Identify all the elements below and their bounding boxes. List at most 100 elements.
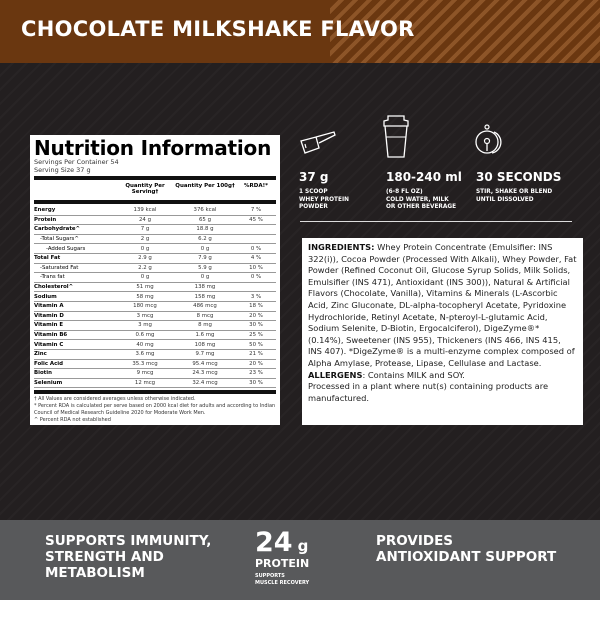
- benefit-line: METABOLISM: [45, 565, 145, 581]
- nutrient-name: Vitamin C: [34, 341, 64, 348]
- per-100g-value: 18.8 g: [196, 226, 214, 233]
- rda-value: 0 %: [250, 274, 262, 281]
- nutrition-row: Energy 139 kcal 376 kcal 7 %: [34, 206, 276, 216]
- nutrition-row: Folic Acid 35.3 mcg 95.4 mcg 20 %: [34, 360, 276, 370]
- liquid-line: OR OTHER BEVERAGE: [386, 204, 457, 210]
- rda-value: 25 %: [249, 332, 263, 339]
- per-100g-value: 8 mg: [198, 322, 212, 329]
- per-100g-value: 0 g: [200, 245, 210, 252]
- protein-label: PROTEIN: [255, 557, 310, 570]
- nutrient-name: Energy: [34, 207, 56, 214]
- per-serving-value: 35.3 mcg: [132, 360, 158, 367]
- nutrient-name: -Added Sugars: [46, 245, 86, 252]
- nutrition-panel: Nutrition Information Servings Per Conta…: [30, 135, 280, 425]
- facility-note: Processed in a plant where nut(s) contai…: [308, 381, 549, 403]
- nutrient-name: Sodium: [34, 293, 57, 300]
- rda-value: 3 %: [250, 293, 262, 300]
- divider-bar: [34, 176, 276, 180]
- per-100g-value: 376 kcal: [193, 207, 217, 214]
- liquid-amount: 180-240 ml: [386, 170, 462, 184]
- footnotes: † All Values are considered averages unl…: [34, 396, 276, 424]
- benefit-line: STRENGTH AND: [45, 549, 164, 565]
- per-serving-value: 51 mg: [136, 284, 154, 291]
- per-serving-value: 12 mcg: [134, 379, 156, 386]
- per-serving-value: 3.6 mg: [135, 351, 155, 358]
- protein-sub: MUSCLE RECOVERY: [255, 579, 310, 586]
- divider-bar: [34, 200, 276, 204]
- direction-scoop: 37 g 1 SCOOP WHEY PROTEIN POWDER: [299, 170, 349, 212]
- serving-size: Serving Size 37 g: [34, 166, 91, 174]
- footnote: * Percent RDA is calculated per serve ba…: [34, 403, 276, 417]
- footnote: ^ Percent RDA not established: [34, 417, 111, 424]
- directions-divider: [300, 221, 572, 222]
- col-per-100g: Quantity Per 100g†: [175, 183, 235, 189]
- per-serving-value: 2.2 g: [138, 264, 152, 271]
- rda-value: 10 %: [249, 264, 263, 271]
- per-serving-value: 58 mg: [136, 293, 154, 300]
- nutrition-rows: Energy 139 kcal 376 kcal 7 % Protein 24 g 65 g…: [34, 206, 276, 389]
- scoop-line: WHEY PROTEIN: [299, 196, 349, 203]
- nutrition-row: Vitamin B6 0.6 mg 1.6 mg 25 %: [34, 331, 276, 341]
- nutrient-name: Vitamin E: [34, 322, 64, 329]
- nutrition-row: -Added Sugars 0 g 0 g 0 %: [34, 244, 276, 254]
- nutrient-name: Vitamin A: [34, 303, 64, 310]
- protein-value: 24: [255, 527, 293, 558]
- per-serving-value: 3 mg: [138, 322, 152, 329]
- rda-value: 18 %: [249, 303, 263, 310]
- liquid-line: (6-8 FL OZ): [386, 189, 423, 195]
- allergens-text: : Contains MILK and SOY.: [362, 369, 465, 380]
- per-100g-value: 108 mg: [194, 341, 216, 348]
- nutrient-name: Cholesterol^: [34, 284, 74, 291]
- per-serving-value: 24 g: [139, 216, 151, 223]
- per-serving-value: 3 mcg: [136, 312, 154, 319]
- liquid-line: COLD WATER, MILK: [386, 196, 449, 203]
- per-100g-value: 6.2 g: [198, 236, 212, 243]
- flavor-title: CHOCOLATE MILKSHAKE FLAVOR: [21, 17, 415, 41]
- allergens-label: ALLERGENS: [308, 369, 363, 380]
- nutrient-name: -Total Sugars^: [40, 236, 79, 243]
- nutrient-name: Biotin: [34, 370, 52, 377]
- per-serving-value: 2.9 g: [138, 255, 152, 262]
- per-100g-value: 8 mcg: [196, 312, 214, 319]
- rda-value: 4 %: [250, 255, 262, 262]
- rda-value: 20 %: [249, 312, 263, 319]
- nutrition-row: Zinc 3.6 mg 9.7 mg 21 %: [34, 350, 276, 360]
- protein-sub: SUPPORTS: [255, 573, 285, 579]
- per-serving-value: 0 g: [140, 245, 150, 252]
- scoop-icon: [300, 131, 336, 154]
- mix-line: UNTIL DISSOLVED: [476, 196, 534, 203]
- nutrient-name: Vitamin D: [34, 312, 64, 319]
- benefit-immunity: SUPPORTS IMMUNITY, STRENGTH AND METABOLI…: [45, 533, 211, 581]
- direction-liquid: 180-240 ml (6-8 FL OZ) COLD WATER, MILK OR…: [386, 170, 462, 212]
- shaker-icon: [383, 115, 409, 158]
- nutrient-name: -Saturated Fat: [40, 264, 79, 271]
- ingredients-label: INGREDIENTS:: [308, 242, 375, 252]
- col-per-serving: Quantity Per Serving†: [125, 183, 165, 195]
- nutrient-name: Protein: [34, 216, 57, 223]
- nutrition-title: Nutrition Information: [34, 136, 272, 160]
- mix-line: STIR, SHAKE OR BLEND: [476, 189, 553, 195]
- nutrient-name: Carbohydrate^: [34, 226, 81, 233]
- nutrition-row: -Trans fat 0 g 0 g 0 %: [34, 273, 276, 283]
- nutrient-name: Vitamin B6: [34, 332, 68, 339]
- nutrition-row: Vitamin C 40 mg 108 mg 50 %: [34, 340, 276, 350]
- per-100g-value: 32.4 mcg: [192, 379, 218, 386]
- per-100g-value: 5.9 g: [198, 264, 212, 271]
- nutrition-row: Selenium 12 mcg 32.4 mcg 30 %: [34, 379, 276, 389]
- nutrition-row: Carbohydrate^ 7 g 18.8 g: [34, 225, 276, 235]
- nutrient-name: Zinc: [34, 351, 47, 358]
- per-serving-value: 9 mcg: [136, 370, 154, 377]
- per-100g-value: 1.6 mg: [195, 332, 215, 339]
- per-100g-value: 65 g: [199, 216, 211, 223]
- benefit-line: ANTIOXIDANT SUPPORT: [376, 549, 557, 565]
- col-rda: %RDA!*: [244, 183, 268, 189]
- protein-unit: g: [297, 537, 309, 555]
- per-100g-value: 24.3 mcg: [192, 370, 218, 377]
- nutrition-row: -Total Sugars^ 2 g 6.2 g: [34, 235, 276, 245]
- rda-value: 50 %: [249, 341, 263, 348]
- footnote: † All Values are considered averages unl…: [34, 396, 196, 403]
- per-serving-value: 139 kcal: [133, 207, 157, 214]
- flavor-header: CHOCOLATE MILKSHAKE FLAVOR: [0, 0, 600, 63]
- nutrition-row: Vitamin D 3 mcg 8 mcg 20 %: [34, 312, 276, 322]
- rda-value: 7 %: [250, 207, 262, 214]
